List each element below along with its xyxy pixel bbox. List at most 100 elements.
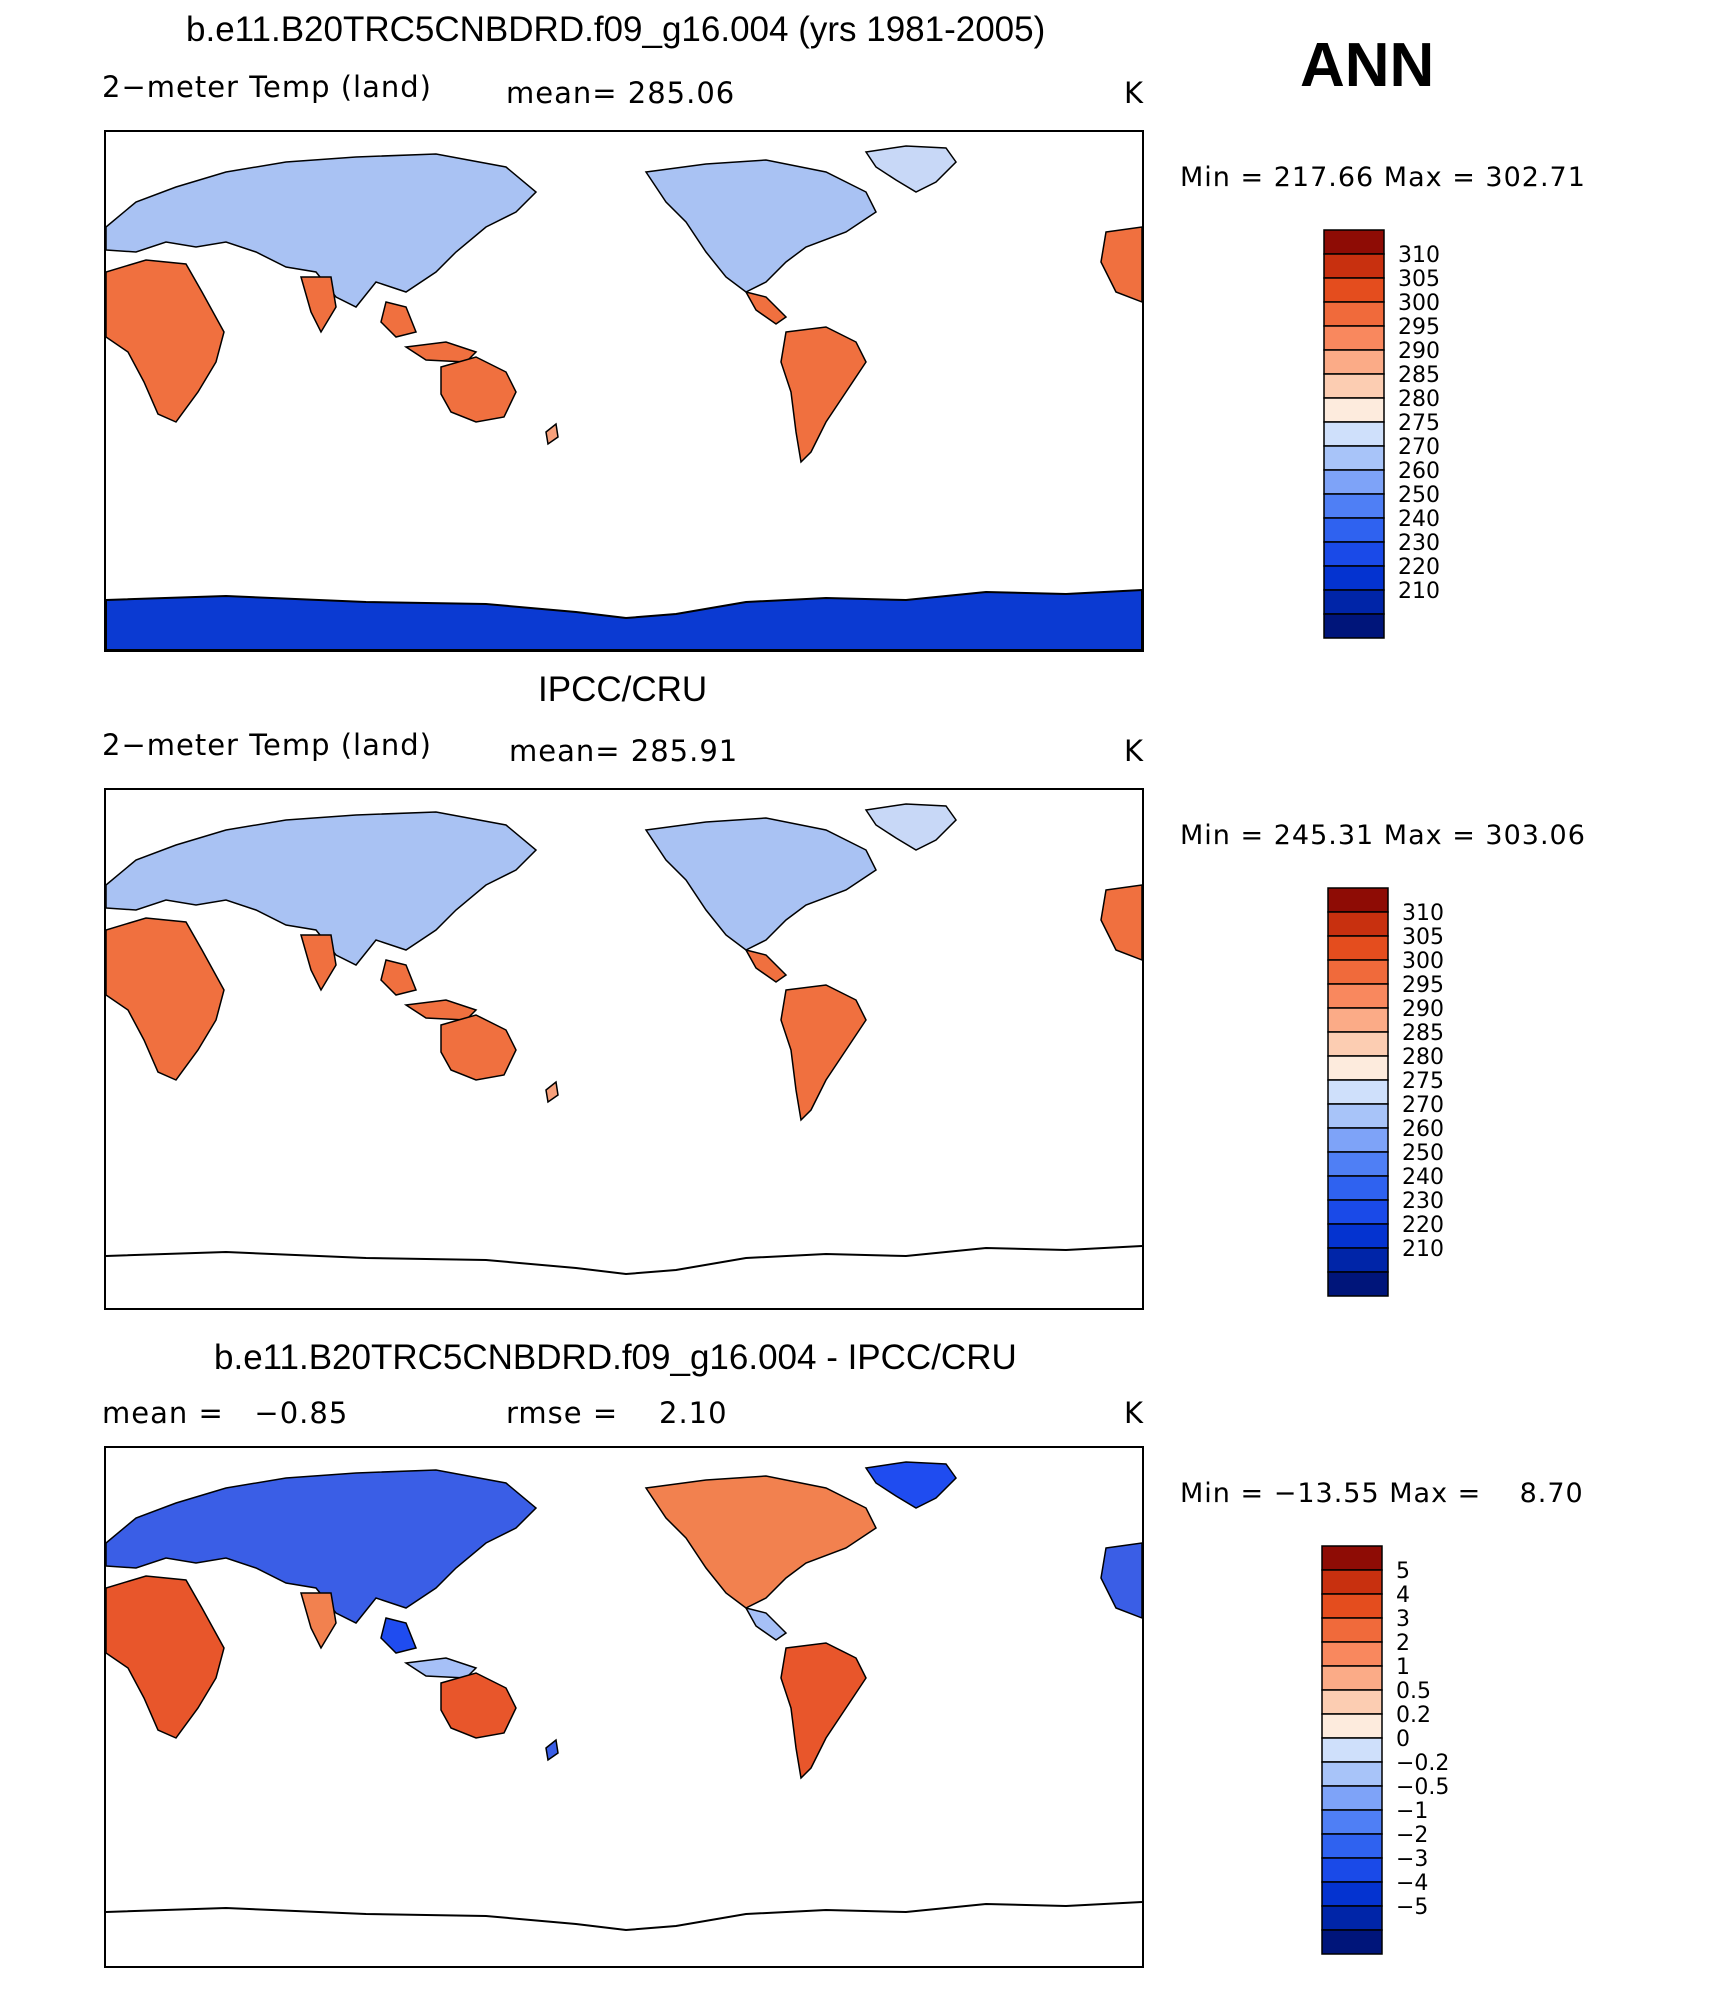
- colorbar-tick-label: 1: [1396, 1655, 1410, 1680]
- colorbar-box: [1321, 1929, 1383, 1955]
- colorbar-box: [1323, 277, 1385, 303]
- colorbar-box: [1323, 373, 1385, 399]
- colorbar-tick-label: 260: [1402, 1117, 1444, 1142]
- colorbar-box: [1323, 445, 1385, 471]
- colorbar-box: [1323, 541, 1385, 567]
- panel-1-max-value: 302.71: [1485, 162, 1586, 193]
- colorbar-tick-label: 5: [1396, 1559, 1410, 1584]
- panel-3-mean: mean = −0.85: [102, 1396, 348, 1430]
- panel-2-mean-value: 285.91: [630, 734, 739, 768]
- colorbar-box: [1327, 1151, 1389, 1177]
- colorbar-box: [1323, 229, 1385, 255]
- colorbar-tick-label: 260: [1398, 459, 1440, 484]
- colorbar-box: [1321, 1713, 1383, 1739]
- colorbar-box: [1323, 565, 1385, 591]
- colorbar-box: [1323, 493, 1385, 519]
- panel-2-units: K: [1124, 734, 1145, 768]
- panel-2-min-value: 245.31: [1273, 820, 1375, 851]
- panel-2-mean: mean= 285.91: [509, 734, 738, 768]
- panel-3-map: [104, 1446, 1144, 1968]
- colorbar-tick-label: 2: [1396, 1631, 1410, 1656]
- colorbar-tick-label: 3: [1396, 1607, 1410, 1632]
- panel-1-minmax: Min = 217.66 Max = 302.71: [1180, 162, 1586, 193]
- colorbar-tick-label: 270: [1398, 435, 1440, 460]
- colorbar-box: [1327, 1175, 1389, 1201]
- land-nz: [545, 1080, 559, 1104]
- season-label: ANN: [1300, 31, 1435, 100]
- land-india: [300, 1592, 337, 1650]
- land-india: [300, 934, 337, 992]
- panel-3-mean-value: −0.85: [254, 1396, 349, 1430]
- colorbar-box: [1327, 887, 1389, 913]
- panel-1-units: K: [1124, 76, 1145, 110]
- panel-3-units: K: [1124, 1396, 1145, 1430]
- panel-1-colorbar: 310 305 300 295 290 285 280 275 270 260 250 240 230 2…: [1320, 229, 1460, 640]
- colorbar-box: [1321, 1689, 1383, 1715]
- colorbar-box: [1327, 911, 1389, 937]
- land-australia: [440, 1014, 517, 1081]
- colorbar-tick-label: 240: [1402, 1165, 1444, 1190]
- colorbar-box: [1327, 959, 1389, 985]
- colorbar-tick-label: 275: [1402, 1069, 1444, 1094]
- panel-1-max-label: Max: [1383, 162, 1443, 193]
- panel-3-max-value: 8.70: [1519, 1478, 1584, 1509]
- panel-3-map-svg: [106, 1461, 1142, 1932]
- colorbar-box: [1321, 1881, 1383, 1907]
- land-india: [300, 276, 337, 334]
- panel-3-min-value: −13.55: [1273, 1478, 1380, 1509]
- land-central-america: [744, 290, 788, 325]
- panel-3-min-label: Min: [1180, 1478, 1231, 1509]
- colorbar-tick-label: 280: [1402, 1045, 1444, 1070]
- colorbar-box: [1323, 613, 1385, 639]
- colorbar-tick-label: 305: [1402, 925, 1444, 950]
- colorbar-tick-label: −0.2: [1396, 1751, 1449, 1776]
- colorbar-box: [1327, 1007, 1389, 1033]
- colorbar-tick-label: 4: [1396, 1583, 1410, 1608]
- colorbar-box: [1321, 1905, 1383, 1931]
- colorbar-tick-label: 250: [1398, 483, 1440, 508]
- colorbar-tick-label: −5: [1396, 1895, 1428, 1920]
- panel-2-land: [106, 803, 1142, 1122]
- colorbar-tick-label: −3: [1396, 1847, 1428, 1872]
- colorbar-box: [1323, 253, 1385, 279]
- panel-2-colorbar-svg: 3103053002952902852802752702602502402302…: [1327, 887, 1444, 1297]
- panel-3-title: b.e11.B20TRC5CNBDRD.f09_g16.004 - IPCC/C…: [214, 1338, 1017, 1377]
- panel-2-map: [104, 788, 1144, 1310]
- colorbar-box: [1321, 1665, 1383, 1691]
- colorbar-box: [1327, 1223, 1389, 1249]
- land-south-america: [780, 1642, 867, 1780]
- land-australia: [440, 356, 517, 423]
- colorbar-box: [1327, 1103, 1389, 1129]
- panel-1-mean-label: mean=: [506, 76, 618, 110]
- colorbar-box: [1321, 1833, 1383, 1859]
- panel-1-map: [104, 130, 1144, 652]
- land-africa-east-edge: [1100, 226, 1142, 303]
- land-greenland: [864, 803, 957, 851]
- panel-3-colorbar: 5 4 3 2 1 0.5 0.2 0 −0.2 −0.5 −1 −2 −3 −4 −5: [1318, 1545, 1458, 1956]
- panel-1-mean-value: 285.06: [627, 76, 736, 110]
- colorbar-tick-label: 0: [1396, 1727, 1410, 1752]
- land-africa-east-edge: [1100, 1542, 1142, 1619]
- colorbar-tick-label: 290: [1402, 997, 1444, 1022]
- colorbar-tick-label: 310: [1402, 901, 1444, 926]
- land-indonesia: [403, 1657, 478, 1679]
- land-indonesia: [403, 999, 478, 1021]
- colorbar-box: [1323, 301, 1385, 327]
- land-south-america: [780, 326, 867, 464]
- colorbar-box: [1321, 1617, 1383, 1643]
- colorbar-tick-label: 300: [1398, 291, 1440, 316]
- colorbar-tick-label: 285: [1402, 1021, 1444, 1046]
- land-north-america: [644, 817, 877, 951]
- panel-1-mean: mean= 285.06: [506, 76, 735, 110]
- panel-2-min-label: Min: [1180, 820, 1231, 851]
- colorbar-tick-label: 0.2: [1396, 1703, 1431, 1728]
- panel-2-antarctica-outline: [106, 1245, 1142, 1276]
- land-se-asia: [380, 301, 418, 338]
- panel-1-variable-label: 2−meter Temp (land): [102, 70, 432, 104]
- panel-2-mean-label: mean=: [509, 734, 621, 768]
- land-indonesia: [403, 341, 478, 363]
- colorbar-tick-label: 230: [1402, 1189, 1444, 1214]
- colorbar-box: [1321, 1737, 1383, 1763]
- panel-3-max-label: Max: [1389, 1478, 1449, 1509]
- colorbar-tick-label: −0.5: [1396, 1775, 1449, 1800]
